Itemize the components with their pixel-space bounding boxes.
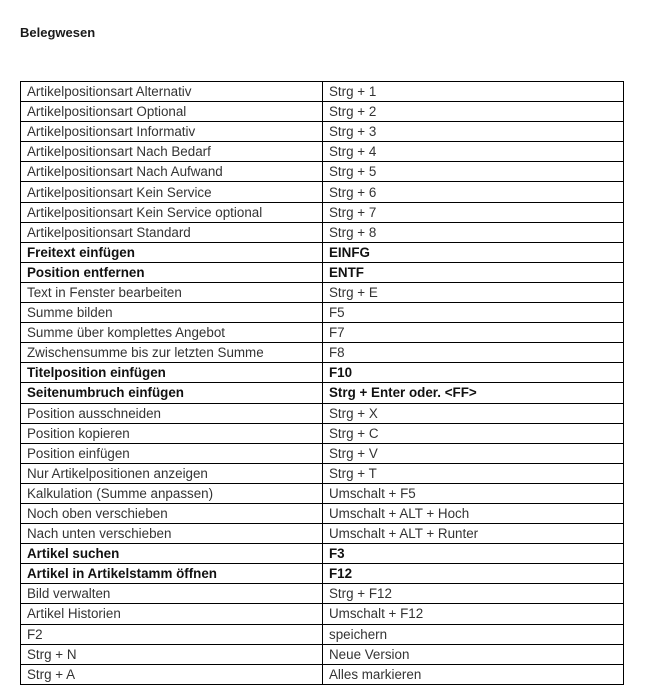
table-row: Artikelpositionsart Nach Aufwand Strg + 5 (20, 161, 624, 183)
action-cell: Artikelpositionsart Alternativ (20, 80, 323, 103)
action-cell: Summe über komplettes Angebot (20, 322, 323, 344)
shortcut-cell: Strg + E (322, 281, 624, 304)
table-row: Summe bilden F5 (20, 302, 624, 324)
action-cell: Position entfernen (20, 261, 323, 283)
table-row: Artikelpositionsart Informativ Strg + 3 (20, 121, 624, 143)
table-row: Freitext einfügen EINFG (20, 241, 624, 263)
section-heading: Belegwesen (20, 25, 96, 40)
table-row: Position entfernen ENTF (20, 261, 624, 283)
table-row: Seitenumbruch einfügen Strg + Enter oder.… (20, 382, 624, 404)
action-cell: Artikel suchen (20, 543, 323, 565)
table-row: Text in Fenster bearbeiten Strg + E (20, 281, 624, 304)
action-cell: Position kopieren (20, 422, 323, 444)
table-row: F2 speichern (20, 623, 624, 645)
shortcut-table: Artikelpositionsart Alternativ Strg + 1 Ar… (20, 80, 624, 685)
shortcut-cell: Strg + 1 (322, 80, 624, 103)
shortcut-cell: Strg + 3 (322, 121, 624, 143)
shortcut-cell: Umschalt + F5 (322, 482, 624, 504)
table-row: Summe über komplettes Angebot F7 (20, 322, 624, 344)
shortcut-cell: Strg + C (322, 422, 624, 444)
shortcut-cell: Alles markieren (322, 663, 624, 685)
shortcut-cell: Strg + 7 (322, 201, 624, 223)
table-row: Artikelpositionsart Nach Bedarf Strg + 4 (20, 141, 624, 163)
shortcut-cell: EINFG (322, 241, 624, 263)
action-cell: Text in Fenster bearbeiten (20, 281, 323, 304)
shortcut-cell: F7 (322, 322, 624, 344)
action-cell: Artikel Historien (20, 603, 323, 625)
table-row: Noch oben verschieben Umschalt + ALT + Ho… (20, 502, 624, 525)
action-cell: Artikelpositionsart Informativ (20, 121, 323, 143)
shortcut-cell: F10 (322, 362, 624, 384)
table-row: Artikelpositionsart Standard Strg + 8 (20, 221, 624, 243)
shortcut-cell: Strg + X (322, 402, 624, 424)
table-row: Strg + A Alles markieren (20, 663, 624, 685)
table-row: Zwischensumme bis zur letzten Summe F8 (20, 342, 624, 364)
table-row: Artikelpositionsart Alternativ Strg + 1 (20, 80, 624, 103)
action-cell: Artikelpositionsart Kein Service (20, 181, 323, 203)
table-row: Artikelpositionsart Kein Service Strg + 6 (20, 181, 624, 203)
shortcut-cell: F5 (322, 302, 624, 324)
shortcut-cell: Strg + 8 (322, 221, 624, 243)
action-cell: Zwischensumme bis zur letzten Summe (20, 342, 323, 364)
action-cell: Artikelpositionsart Nach Aufwand (20, 161, 323, 183)
action-cell: Artikelpositionsart Standard (20, 221, 323, 243)
action-cell: F2 (20, 623, 323, 645)
action-cell: Artikelpositionsart Kein Service optiona… (20, 201, 323, 223)
table-row: Artikelpositionsart Kein Service optiona… (20, 201, 624, 223)
table-row: Bild verwalten Strg + F12 (20, 583, 624, 605)
shortcut-cell: Strg + 6 (322, 181, 624, 203)
action-cell: Position ausschneiden (20, 402, 323, 424)
shortcut-cell: Strg + Enter oder. <FF> (322, 382, 624, 404)
shortcut-cell: F12 (322, 563, 624, 585)
table-row: Titelposition einfügen F10 (20, 362, 624, 384)
table-row: Nach unten verschieben Umschalt + ALT + R… (20, 523, 624, 545)
table-row: Position kopieren Strg + C (20, 422, 624, 444)
action-cell: Artikelpositionsart Optional (20, 101, 323, 123)
action-cell: Strg + A (20, 663, 323, 685)
action-cell: Strg + N (20, 643, 323, 665)
table-row: Artikel Historien Umschalt + F12 (20, 603, 624, 625)
action-cell: Noch oben verschieben (20, 502, 323, 525)
shortcut-cell: ENTF (322, 261, 624, 283)
action-cell: Seitenumbruch einfügen (20, 382, 323, 404)
action-cell: Bild verwalten (20, 583, 323, 605)
action-cell: Freitext einfügen (20, 241, 323, 263)
shortcut-cell: Umschalt + ALT + Runter (322, 523, 624, 545)
shortcut-cell: F8 (322, 342, 624, 364)
table-row: Strg + N Neue Version (20, 643, 624, 665)
shortcut-cell: Umschalt + ALT + Hoch (322, 502, 624, 525)
action-cell: Artikel in Artikelstamm öffnen (20, 563, 323, 585)
action-cell: Artikelpositionsart Nach Bedarf (20, 141, 323, 163)
action-cell: Nach unten verschieben (20, 523, 323, 545)
table-row: Artikel in Artikelstamm öffnen F12 (20, 563, 624, 585)
shortcut-cell: Strg + 4 (322, 141, 624, 163)
shortcut-cell: F3 (322, 543, 624, 565)
shortcut-cell: Strg + 2 (322, 101, 624, 123)
table-row: Position ausschneiden Strg + X (20, 402, 624, 424)
table-row: Artikelpositionsart Optional Strg + 2 (20, 101, 624, 123)
action-cell: Titelposition einfügen (20, 362, 323, 384)
shortcut-cell: Strg + T (322, 462, 624, 484)
shortcut-cell: Strg + 5 (322, 161, 624, 183)
action-cell: Nur Artikelpositionen anzeigen (20, 462, 323, 484)
action-cell: Summe bilden (20, 302, 323, 324)
action-cell: Position einfügen (20, 442, 323, 464)
action-cell: Kalkulation (Summe anpassen) (20, 482, 323, 504)
shortcut-cell: Neue Version (322, 643, 624, 665)
table-row: Nur Artikelpositionen anzeigen Strg + T (20, 462, 624, 484)
table-row: Kalkulation (Summe anpassen) Umschalt + F… (20, 482, 624, 504)
shortcut-cell: Strg + F12 (322, 583, 624, 605)
shortcut-cell: Strg + V (322, 442, 624, 464)
table-row: Position einfügen Strg + V (20, 442, 624, 464)
shortcut-cell: speichern (322, 623, 624, 645)
table-row: Artikel suchen F3 (20, 543, 624, 565)
shortcut-cell: Umschalt + F12 (322, 603, 624, 625)
